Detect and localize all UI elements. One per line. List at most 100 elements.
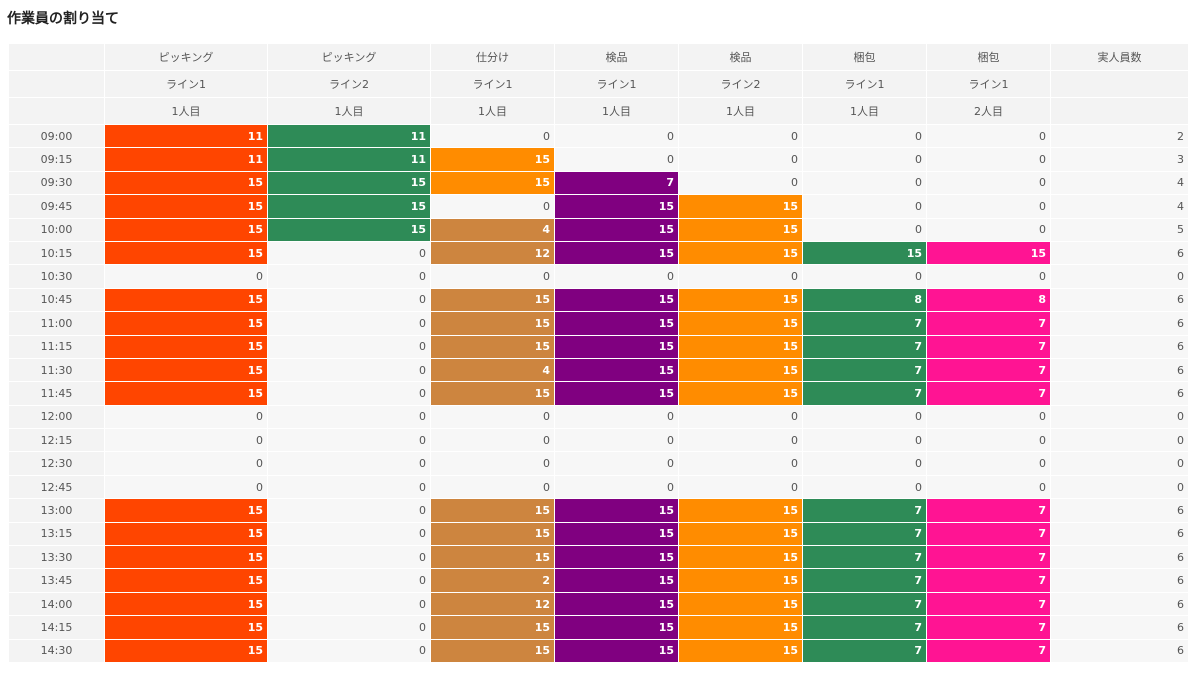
value-cell: 0 [678,264,803,289]
value-cell: 15 [104,287,268,313]
total-cell: 6 [1050,311,1189,336]
data-row: 14:30 15 0 15 15 15 7 7 6 [8,638,1189,663]
value-cell: 15 [104,638,268,663]
data-row: 13:00 15 0 15 15 15 7 7 6 [8,498,1189,523]
value-cell: 15 [430,615,555,640]
value-cell: 0 [430,264,555,289]
value-cell: 0 [267,498,431,523]
header-row: ピッキング ピッキング 仕分け 検品 検品 梱包 梱包 実人員数 [8,43,1189,71]
time-cell: 14:30 [8,638,105,663]
value-cell: 0 [267,591,431,617]
value-cell: 0 [267,451,431,476]
value-cell: 0 [267,521,431,547]
value-cell: 15 [104,194,268,219]
time-cell: 12:15 [8,428,105,453]
value-cell: 0 [678,147,803,172]
value-cell: 0 [267,334,431,359]
value-cell: 0 [267,404,431,430]
value-cell: 7 [802,334,927,359]
title: 作業員の割り当て [7,11,119,27]
data-row: 09:15 11 11 15 0 0 0 0 3 [8,147,1189,172]
header-cell: 実人員数 [1050,43,1189,71]
value-cell: 0 [926,217,1051,242]
value-cell: 15 [678,568,803,593]
value-cell: 7 [802,498,927,523]
value-cell: 7 [802,545,927,570]
value-cell: 15 [554,638,679,663]
value-cell: 0 [678,474,803,500]
value-cell: 0 [926,147,1051,172]
header-cell [8,97,105,125]
value-cell: 15 [430,498,555,523]
value-cell: 0 [678,123,803,149]
value-cell: 15 [554,311,679,336]
data-row: 12:45 0 0 0 0 0 0 0 0 [8,474,1189,500]
value-cell: 15 [430,521,555,547]
value-cell: 15 [430,170,555,196]
header-cell: ライン2 [678,70,803,98]
header-cell: ライン1 [104,70,268,98]
header-cell: ライン1 [802,70,927,98]
time-cell: 09:45 [8,194,105,219]
header-cell: 検品 [554,43,679,71]
value-cell: 0 [267,615,431,640]
header-cell: 検品 [678,43,803,71]
value-cell: 0 [926,194,1051,219]
value-cell: 0 [267,474,431,500]
value-cell: 0 [926,123,1051,149]
value-cell: 7 [802,381,927,406]
time-cell: 13:30 [8,545,105,570]
value-cell: 15 [678,334,803,359]
value-cell: 0 [267,381,431,406]
value-cell: 11 [104,123,268,149]
data-row: 09:30 15 15 15 7 0 0 0 4 [8,170,1189,196]
value-cell: 0 [430,451,555,476]
value-cell: 7 [926,357,1051,383]
time-cell: 14:00 [8,591,105,617]
value-cell: 7 [802,638,927,663]
data-row: 12:30 0 0 0 0 0 0 0 0 [8,451,1189,476]
value-cell: 15 [104,170,268,196]
time-cell: 11:45 [8,381,105,406]
total-cell: 5 [1050,217,1189,242]
value-cell: 7 [926,568,1051,593]
time-cell: 10:15 [8,240,105,266]
value-cell: 12 [430,240,555,266]
value-cell: 0 [926,404,1051,430]
value-cell: 0 [430,404,555,430]
total-cell: 6 [1050,568,1189,593]
value-cell: 0 [678,428,803,453]
value-cell: 15 [554,217,679,242]
time-cell: 10:30 [8,264,105,289]
value-cell: 7 [926,498,1051,523]
value-cell: 7 [802,357,927,383]
value-cell: 15 [678,521,803,547]
header-cell: ライン1 [926,70,1051,98]
data-row: 11:15 15 0 15 15 15 7 7 6 [8,334,1189,359]
value-cell: 15 [104,545,268,570]
value-cell: 8 [926,287,1051,313]
total-cell: 6 [1050,545,1189,570]
assignment-table: ピッキング ピッキング 仕分け 検品 検品 梱包 梱包 実人員数 ライン1 ライン2 ライン1 ライン… [8,43,1189,663]
value-cell: 0 [267,264,431,289]
value-cell: 0 [802,123,927,149]
value-cell: 2 [430,568,555,593]
total-cell: 4 [1050,170,1189,196]
value-cell: 0 [104,474,268,500]
value-cell: 0 [554,428,679,453]
header-cell: 梱包 [802,43,927,71]
total-cell: 6 [1050,498,1189,523]
value-cell: 4 [430,357,555,383]
value-cell: 15 [678,498,803,523]
value-cell: 0 [554,123,679,149]
value-cell: 15 [267,194,431,219]
value-cell: 15 [430,147,555,172]
total-cell: 6 [1050,240,1189,266]
total-cell: 2 [1050,123,1189,149]
value-cell: 0 [802,264,927,289]
data-row: 11:00 15 0 15 15 15 7 7 6 [8,311,1189,336]
value-cell: 7 [926,638,1051,663]
total-cell: 0 [1050,264,1189,289]
value-cell: 15 [554,334,679,359]
